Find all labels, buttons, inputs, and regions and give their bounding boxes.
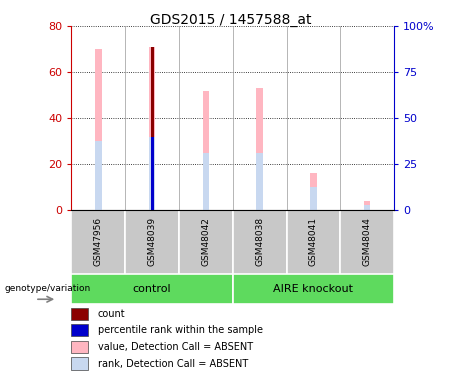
Bar <box>287 210 340 274</box>
Bar <box>150 136 154 210</box>
Text: AIRE knockout: AIRE knockout <box>273 284 354 294</box>
Bar <box>256 88 263 210</box>
Bar <box>95 141 101 210</box>
Text: GSM48042: GSM48042 <box>201 217 210 266</box>
Text: GSM48039: GSM48039 <box>148 217 157 266</box>
Bar <box>179 210 233 274</box>
Bar <box>71 274 233 304</box>
Text: control: control <box>133 284 171 294</box>
Text: GSM48038: GSM48038 <box>255 217 264 266</box>
Bar <box>364 206 371 210</box>
Bar <box>149 136 155 210</box>
Bar <box>71 340 89 353</box>
Bar <box>256 153 263 210</box>
Bar <box>95 49 101 210</box>
Text: GDS2015 / 1457588_at: GDS2015 / 1457588_at <box>150 13 311 27</box>
Bar <box>233 274 394 304</box>
Bar <box>364 201 371 210</box>
Text: GSM48044: GSM48044 <box>363 217 372 266</box>
Bar <box>125 210 179 274</box>
Bar <box>149 47 155 210</box>
Text: value, Detection Call = ABSENT: value, Detection Call = ABSENT <box>98 342 253 352</box>
Bar <box>233 210 287 274</box>
Bar <box>71 308 89 320</box>
Text: percentile rank within the sample: percentile rank within the sample <box>98 325 262 335</box>
Bar <box>203 91 209 210</box>
Text: GSM47956: GSM47956 <box>94 217 103 266</box>
Bar <box>71 357 89 370</box>
Bar <box>203 153 209 210</box>
Bar <box>71 210 125 274</box>
Text: rank, Detection Call = ABSENT: rank, Detection Call = ABSENT <box>98 358 248 369</box>
Bar <box>340 210 394 274</box>
Bar <box>310 187 317 210</box>
Text: count: count <box>98 309 125 319</box>
Text: genotype/variation: genotype/variation <box>5 284 91 293</box>
Text: GSM48041: GSM48041 <box>309 217 318 266</box>
Bar <box>310 173 317 210</box>
Bar <box>150 47 154 210</box>
Bar <box>71 324 89 336</box>
